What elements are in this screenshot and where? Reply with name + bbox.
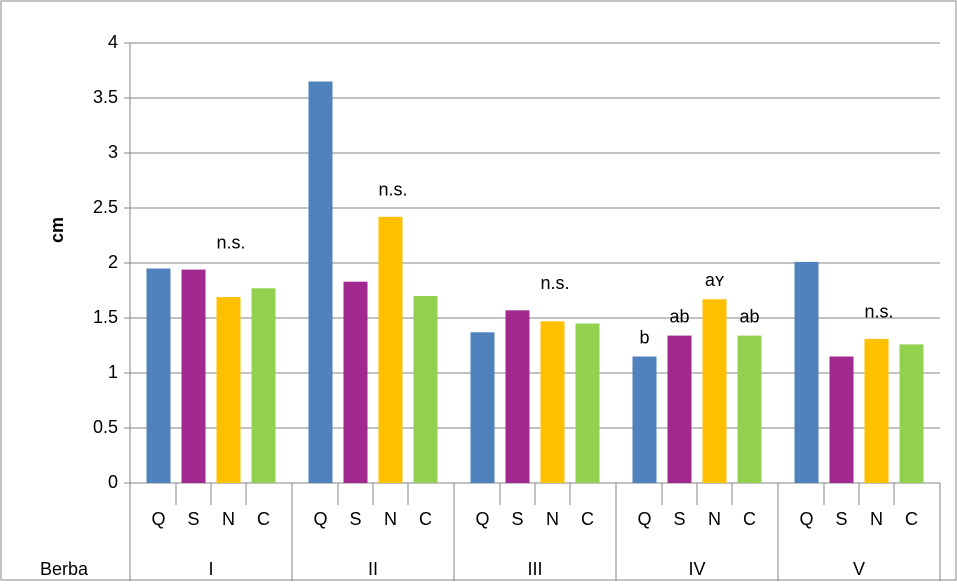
group-label: V: [853, 559, 865, 579]
bar: [864, 338, 889, 483]
bar: [667, 335, 692, 483]
x-tick-label: C: [257, 509, 270, 529]
x-tick-label: C: [419, 509, 432, 529]
y-axis-label: cm: [47, 217, 67, 243]
row-label: Berba: [40, 559, 89, 579]
bar: [413, 296, 438, 483]
bar-annotation: ab: [669, 306, 689, 326]
x-tick-label: C: [581, 509, 594, 529]
x-tick-label: N: [708, 509, 721, 529]
y-tick-label: 3.5: [93, 87, 118, 107]
y-tick-label: 2.5: [93, 197, 118, 217]
bar-annotation: aʏ: [705, 270, 725, 290]
group-label: I: [208, 559, 213, 579]
group-annotation: n.s.: [540, 273, 569, 293]
bar-annotation: ab: [739, 306, 759, 326]
group-annotation: n.s.: [216, 232, 245, 252]
bar: [308, 81, 333, 483]
bar: [378, 216, 403, 484]
bar: [181, 269, 206, 483]
x-tick-label: N: [546, 509, 559, 529]
bar: [216, 297, 241, 483]
x-tick-label: S: [673, 509, 685, 529]
bar-annotation: b: [639, 327, 649, 347]
y-tick-label: 0: [108, 472, 118, 492]
bar: [575, 323, 600, 483]
bar: [146, 268, 171, 483]
group-annotation: n.s.: [378, 180, 407, 200]
bar: [632, 356, 657, 483]
bar: [737, 335, 762, 483]
y-tick-label: 2: [108, 252, 118, 272]
group-label: II: [368, 559, 378, 579]
bar: [540, 321, 565, 483]
bar: [829, 356, 854, 483]
x-tick-label: N: [384, 509, 397, 529]
bar: [794, 261, 819, 483]
group-annotation: n.s.: [864, 302, 893, 322]
x-tick-label: N: [870, 509, 883, 529]
bar: [505, 310, 530, 483]
bar: [251, 288, 276, 483]
x-tick-label: S: [187, 509, 199, 529]
x-tick-label: C: [743, 509, 756, 529]
bar: [343, 281, 368, 483]
x-tick-label: S: [349, 509, 361, 529]
y-tick-label: 0.5: [93, 417, 118, 437]
y-tick-label: 1.5: [93, 307, 118, 327]
x-tick-label: Q: [799, 509, 813, 529]
x-tick-label: S: [835, 509, 847, 529]
x-tick-label: S: [511, 509, 523, 529]
x-tick-label: Q: [475, 509, 489, 529]
x-tick-label: Q: [313, 509, 327, 529]
bar: [702, 299, 727, 483]
x-tick-label: C: [905, 509, 918, 529]
y-tick-label: 4: [108, 32, 118, 52]
y-tick-label: 1: [108, 362, 118, 382]
bar: [470, 332, 495, 483]
x-tick-label: Q: [151, 509, 165, 529]
y-tick-label: 3: [108, 142, 118, 162]
group-label: IV: [688, 559, 705, 579]
bar: [899, 344, 924, 483]
x-tick-label: Q: [637, 509, 651, 529]
group-label: III: [527, 559, 542, 579]
x-tick-label: N: [222, 509, 235, 529]
